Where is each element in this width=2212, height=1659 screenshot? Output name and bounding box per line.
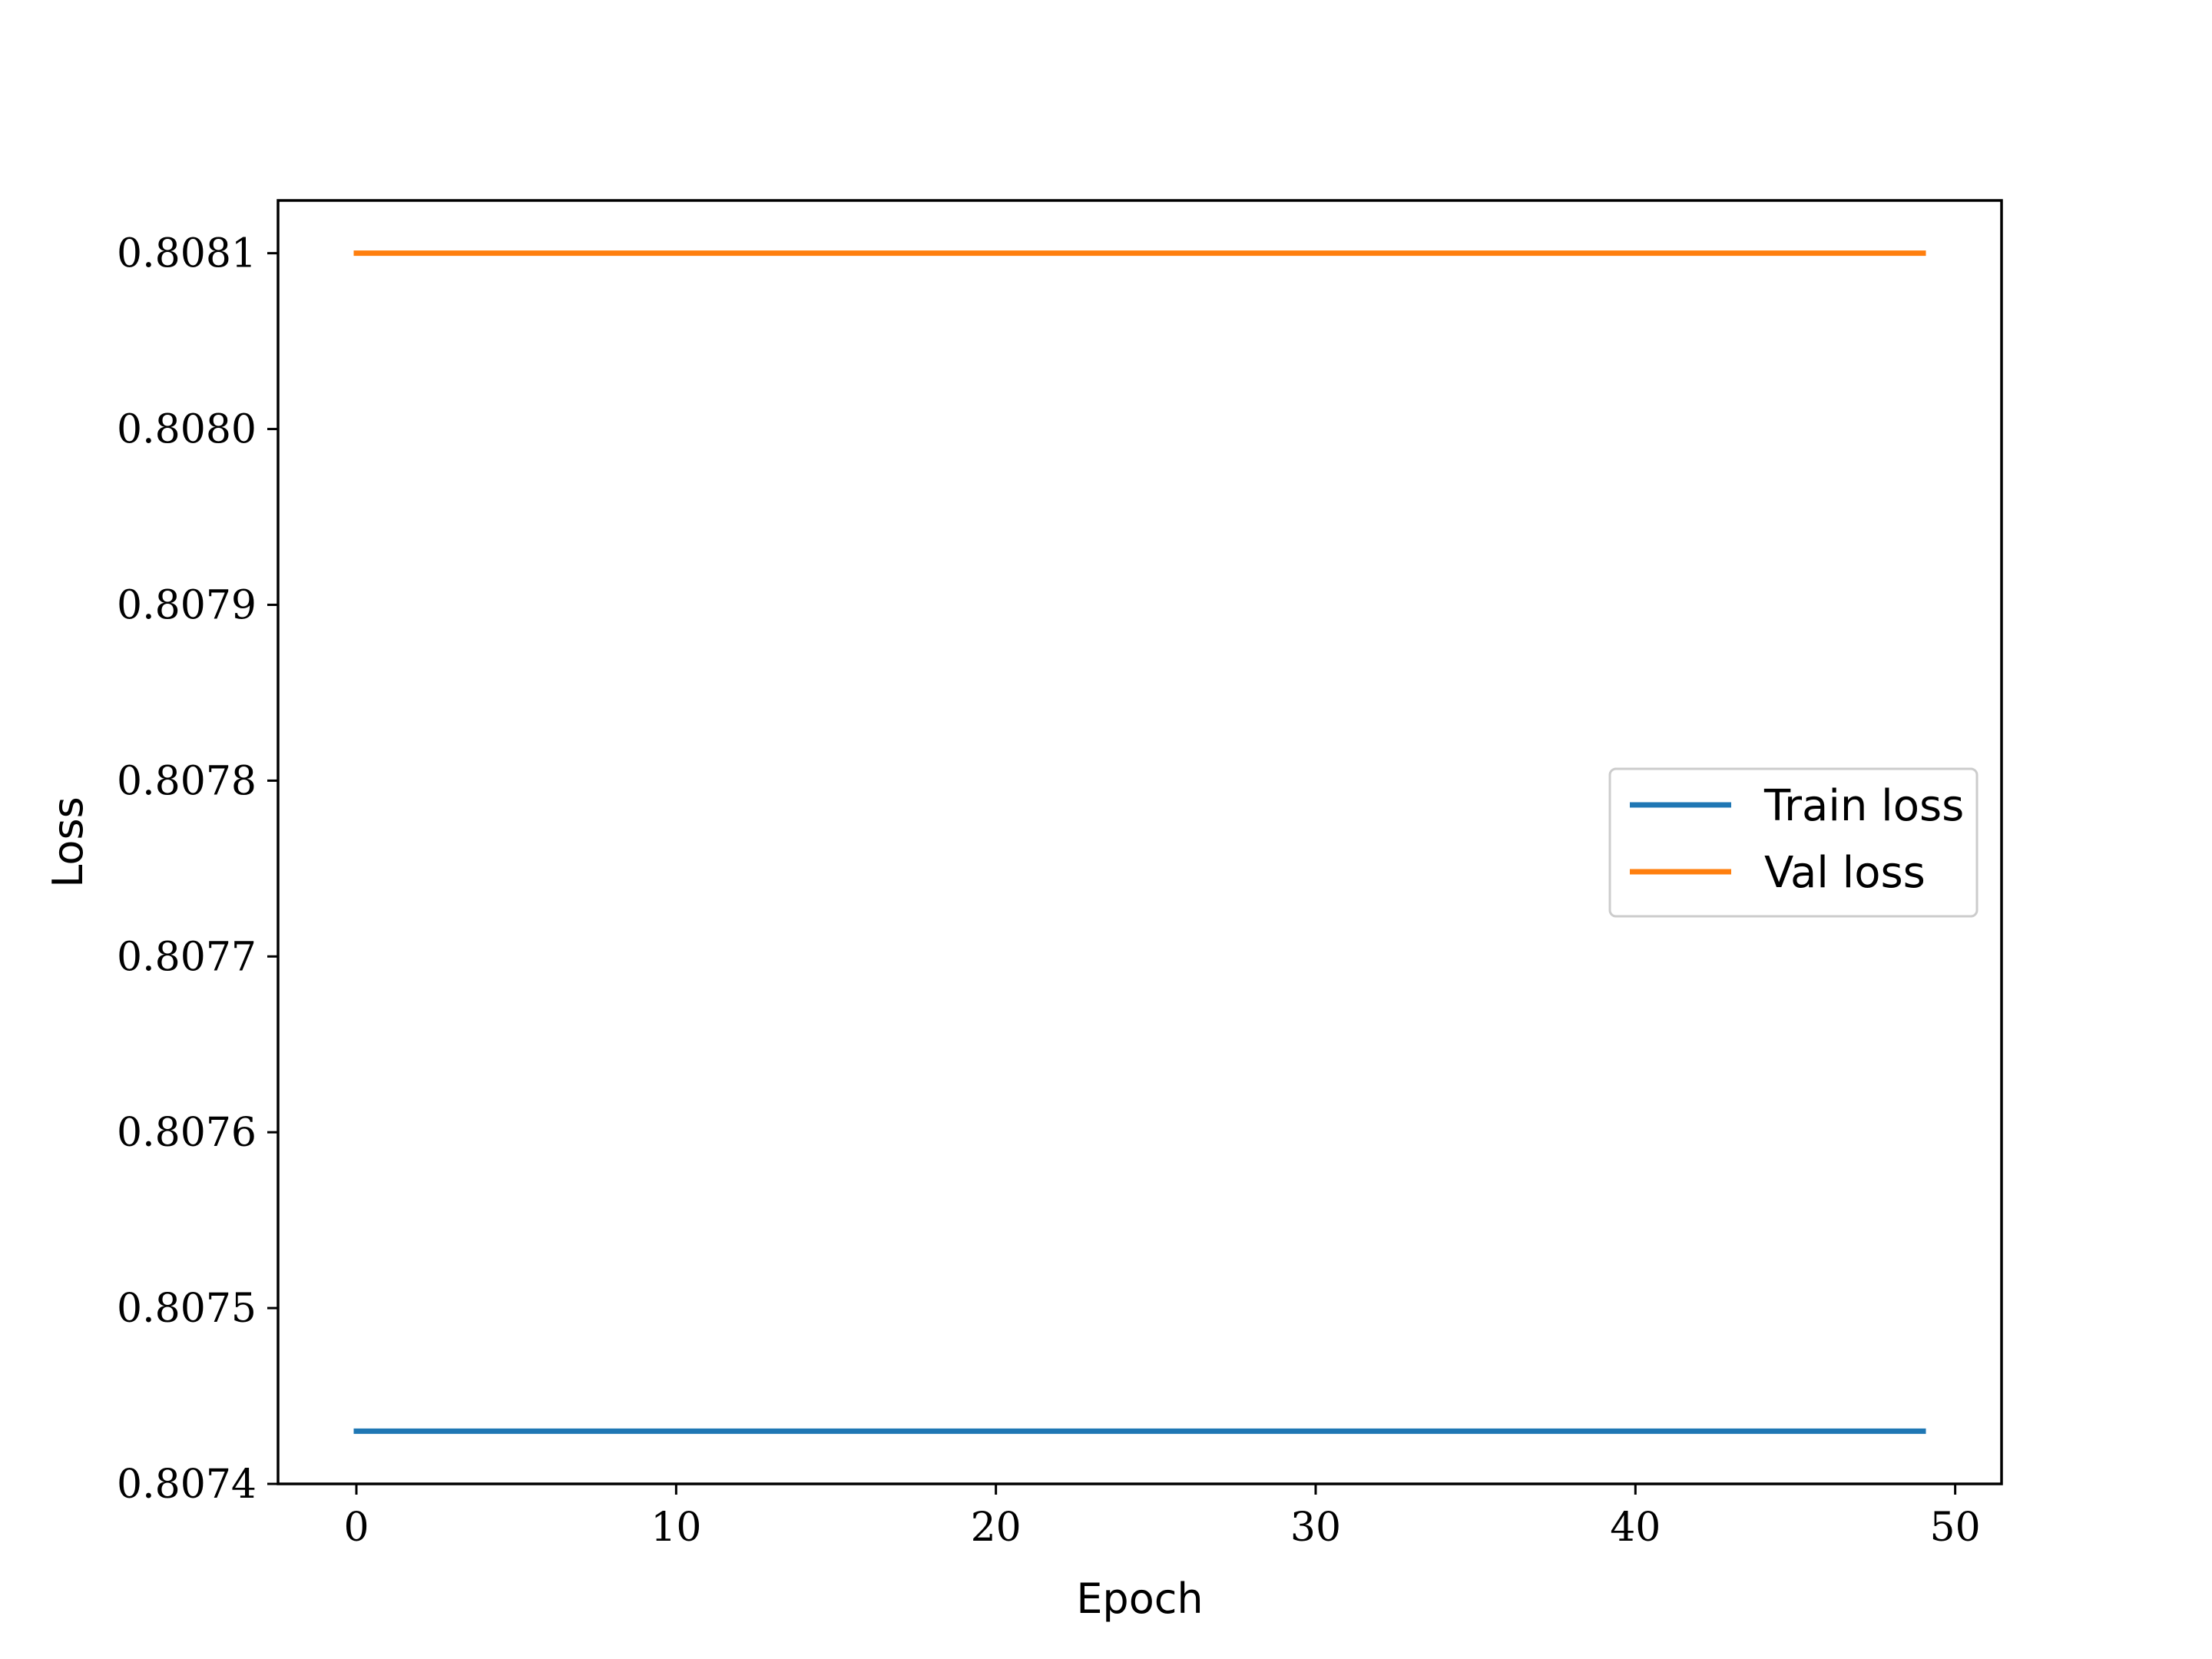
legend-label-0: Train loss — [1763, 781, 1964, 831]
y-tick-label: 0.8080 — [117, 407, 257, 453]
x-tick-label: 0 — [343, 1505, 369, 1551]
y-axis-ticks: 0.8074 0.8075 0.8076 0.8077 0.8078 0.8079 0.80… — [117, 231, 278, 1508]
y-tick-label: 0.8076 — [117, 1110, 257, 1156]
x-tick-label: 50 — [1930, 1505, 1981, 1551]
x-axis-ticks: 0 10 20 30 40 50 — [343, 1484, 1981, 1551]
y-tick-label: 0.8077 — [117, 934, 257, 980]
legend: Train loss Val loss — [1608, 767, 1979, 918]
x-tick-label: 10 — [651, 1505, 701, 1551]
y-tick-label: 0.8079 — [117, 582, 257, 628]
y-axis-label: Loss — [44, 796, 92, 887]
series-lines — [353, 250, 1926, 1434]
y-tick-label: 0.8081 — [117, 231, 257, 277]
y-tick-label: 0.8078 — [117, 758, 257, 804]
y-tick-label: 0.8075 — [117, 1286, 257, 1332]
x-tick-label: 20 — [971, 1505, 1022, 1551]
x-tick-label: 40 — [1610, 1505, 1661, 1551]
plot-frame — [276, 199, 2003, 1485]
y-tick-label: 0.8074 — [117, 1462, 257, 1508]
x-axis-label: Epoch — [1076, 1575, 1203, 1623]
legend-label-1: Val loss — [1764, 848, 1926, 898]
x-tick-label: 30 — [1290, 1505, 1341, 1551]
